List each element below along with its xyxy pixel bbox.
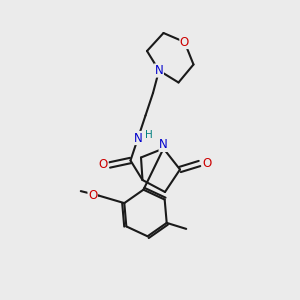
Text: H: H [145, 130, 152, 140]
Text: N: N [154, 64, 164, 77]
Text: O: O [180, 35, 189, 49]
Text: O: O [88, 189, 97, 202]
Text: O: O [202, 157, 211, 170]
Text: O: O [99, 158, 108, 172]
Text: N: N [159, 138, 168, 152]
Text: N: N [134, 131, 142, 145]
